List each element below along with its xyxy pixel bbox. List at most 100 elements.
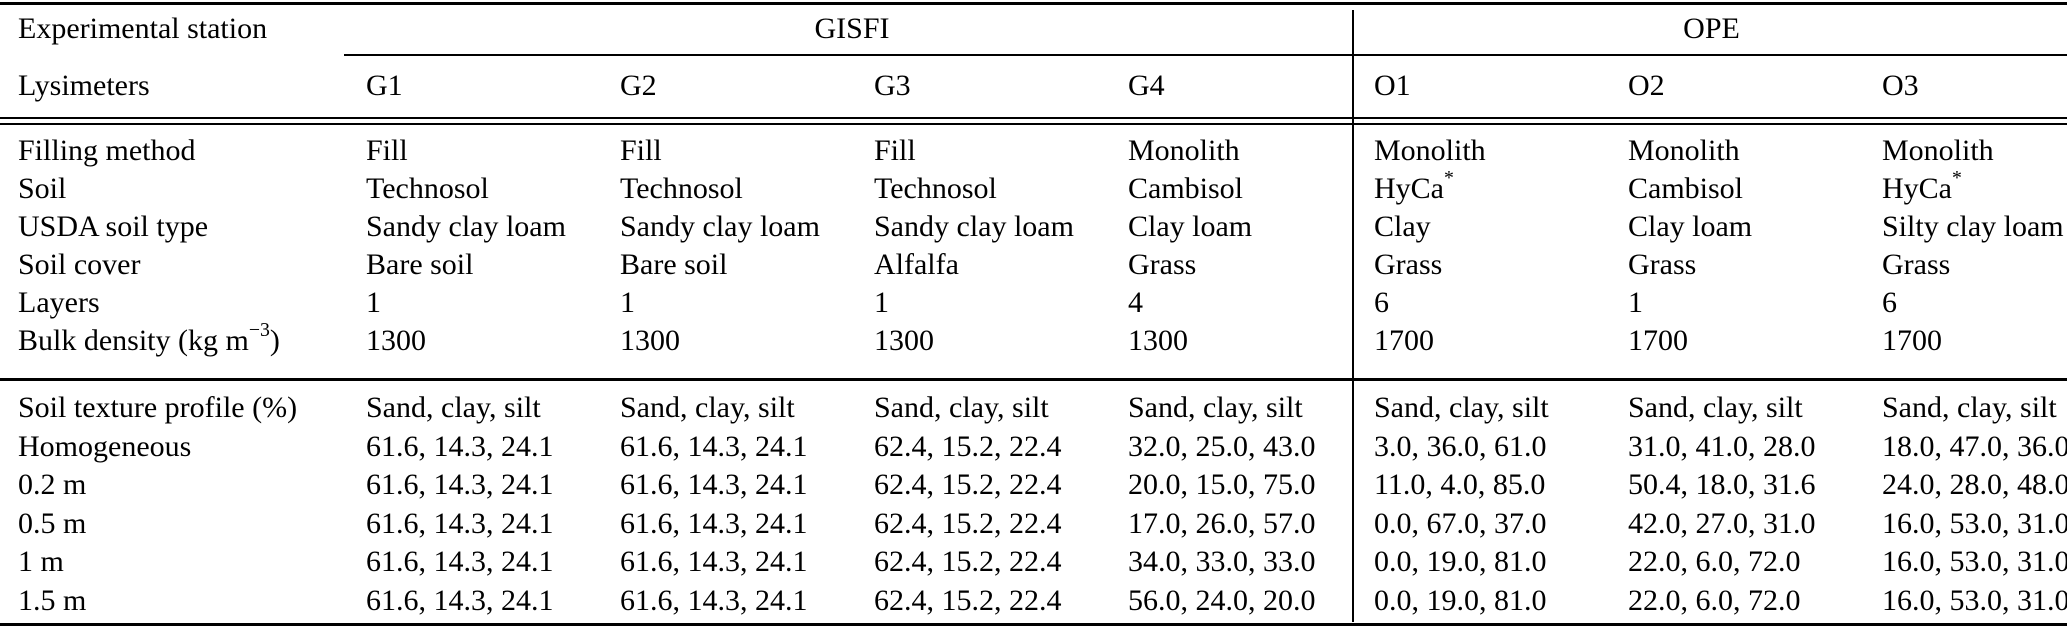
cell-g1: Sand, clay, silt: [366, 391, 541, 425]
cell-g4: Monolith: [1128, 134, 1240, 167]
cell-o1: 0.0, 67.0, 37.0: [1374, 506, 1547, 540]
column-header-g2: G2: [620, 69, 657, 102]
header-group-ope: OPE: [1683, 12, 1740, 45]
cell-g4: Clay loam: [1128, 210, 1253, 243]
cell-g1: Sandy clay loam: [366, 210, 566, 243]
cell-g4: Sand, clay, silt: [1128, 391, 1303, 425]
cell-g3: Alfalfa: [874, 248, 959, 281]
cell-o1: 0.0, 19.0, 81.0: [1374, 583, 1547, 617]
cell-g2: Technosol: [620, 172, 743, 205]
cell-o2: Sand, clay, silt: [1628, 391, 1803, 425]
cell-g4: Grass: [1128, 248, 1197, 281]
cell-g2: 61.6, 14.3, 24.1: [620, 468, 808, 502]
cell-g3: 62.4, 15.2, 22.4: [874, 429, 1062, 463]
cell-g2: Fill: [620, 134, 662, 167]
header-lysimeters: Lysimeters: [18, 69, 150, 102]
cell-o1: Clay: [1374, 210, 1431, 243]
cell-o2: 22.0, 6.0, 72.0: [1628, 545, 1801, 579]
rule-top: [0, 2, 2067, 5]
cell-g4: 17.0, 26.0, 57.0: [1128, 506, 1316, 540]
row-label: Layers: [18, 286, 100, 319]
table-row: Soil texture profile (%) Sand, clay, silt…: [0, 389, 2067, 428]
cell-g2: 61.6, 14.3, 24.1: [620, 429, 808, 463]
header-experimental-station: Experimental station: [18, 12, 268, 45]
row-label: Soil texture profile (%): [18, 391, 298, 425]
cell-g1: 61.6, 14.3, 24.1: [366, 468, 554, 502]
cell-o1: HyCa *: [1374, 170, 1454, 205]
column-header-g1: G1: [366, 69, 403, 102]
cell-o2: 31.0, 41.0, 28.0: [1628, 429, 1816, 463]
cell-g3: Fill: [874, 134, 916, 167]
row-label: 1 m: [18, 545, 64, 579]
cell-g3: Technosol: [874, 172, 997, 205]
table-row: Bulk density (kg m −3) 1300 1300 1300 1300 170…: [0, 322, 2067, 360]
row-label: 0.5 m: [18, 506, 87, 540]
row-label: Soil cover: [18, 248, 141, 281]
column-header-o3: O3: [1882, 69, 1919, 102]
cell-g4: 34.0, 33.0, 33.0: [1128, 545, 1316, 579]
row-label: 0.2 m: [18, 468, 87, 502]
cell-g3: 1300: [874, 324, 934, 357]
cell-g3: Sandy clay loam: [874, 210, 1074, 243]
column-header-g3: G3: [874, 69, 911, 102]
cell-o3: Sand, clay, silt: [1882, 391, 2057, 425]
header-group-row: Experimental station GISFI OPE: [0, 4, 2067, 54]
cell-o2: Grass: [1628, 248, 1697, 281]
row-label: Bulk density (kg m −3): [18, 322, 280, 357]
cell-o1: Sand, clay, silt: [1374, 391, 1549, 425]
cell-o3: Grass: [1882, 248, 1951, 281]
cell-g1: Bare soil: [366, 248, 474, 281]
cell-g1: 61.6, 14.3, 24.1: [366, 429, 554, 463]
cell-g1: 61.6, 14.3, 24.1: [366, 583, 554, 617]
cell-o3: 24.0, 28.0, 48.0: [1882, 468, 2067, 502]
cell-o1: 11.0, 4.0, 85.0: [1374, 468, 1546, 502]
cell-o2: 50.4, 18.0, 31.6: [1628, 468, 1816, 502]
cell-o1: 1700: [1374, 324, 1434, 357]
cell-o3: HyCa *: [1882, 170, 1962, 205]
double-rule-top-line: [0, 117, 2067, 119]
cell-g4: Cambisol: [1128, 172, 1244, 205]
cell-o3: 16.0, 53.0, 31.0: [1882, 545, 2067, 579]
header-group-gisfi: GISFI: [814, 12, 890, 45]
rule-bottom: [0, 623, 2067, 626]
cell-g2: 1: [620, 286, 635, 319]
cell-o3: 1700: [1882, 324, 1942, 357]
station-divider-line: [1352, 10, 1354, 622]
cell-o1: 3.0, 36.0, 61.0: [1374, 429, 1547, 463]
cell-g1: 1300: [366, 324, 426, 357]
cell-o2: 22.0, 6.0, 72.0: [1628, 583, 1801, 617]
cell-g4: 56.0, 24.0, 20.0: [1128, 583, 1316, 617]
cell-o1: Grass: [1374, 248, 1443, 281]
cell-g2: 1300: [620, 324, 680, 357]
cell-g1: 1: [366, 286, 381, 319]
cell-o3: 18.0, 47.0, 36.0: [1882, 429, 2067, 463]
cell-o1: Monolith: [1374, 134, 1486, 167]
cell-g1: 61.6, 14.3, 24.1: [366, 506, 554, 540]
column-header-g4: G4: [1128, 69, 1165, 102]
cell-o2: 1700: [1628, 324, 1688, 357]
column-header-o2: O2: [1628, 69, 1665, 102]
cell-g1: Fill: [366, 134, 408, 167]
table-row: 1.5 m 61.6, 14.3, 24.1 61.6, 14.3, 24.1 62.…: [0, 582, 2067, 621]
table-row: Layers 1 1 1 4 6 1 6: [0, 284, 2067, 322]
cell-o3: 16.0, 53.0, 31.0: [1882, 506, 2067, 540]
cell-g4: 32.0, 25.0, 43.0: [1128, 429, 1316, 463]
cell-g1: Technosol: [366, 172, 489, 205]
cell-o2: Monolith: [1628, 134, 1740, 167]
header-columns-row: Lysimeters G1 G2 G3 G4 O1 O2 O3: [0, 56, 2067, 116]
table-row: Filling method Fill Fill Fill Monolith Monoli…: [0, 132, 2067, 170]
cell-o3: 16.0, 53.0, 31.0: [1882, 583, 2067, 617]
row-label: Homogeneous: [18, 429, 192, 463]
cell-g2: 61.6, 14.3, 24.1: [620, 545, 808, 579]
section-soil-texture-profile: Soil texture profile (%) Sand, clay, silt…: [0, 382, 2067, 620]
cell-o2: Cambisol: [1628, 172, 1744, 205]
cell-o3: 6: [1882, 286, 1897, 319]
row-label: USDA soil type: [18, 210, 209, 243]
cell-g3: 1: [874, 286, 889, 319]
table-row: USDA soil type Sandy clay loam Sandy clay …: [0, 208, 2067, 246]
cell-g3: 62.4, 15.2, 22.4: [874, 506, 1062, 540]
cell-g1: 61.6, 14.3, 24.1: [366, 545, 554, 579]
cell-o3: Monolith: [1882, 134, 1994, 167]
cell-g2: Bare soil: [620, 248, 728, 281]
